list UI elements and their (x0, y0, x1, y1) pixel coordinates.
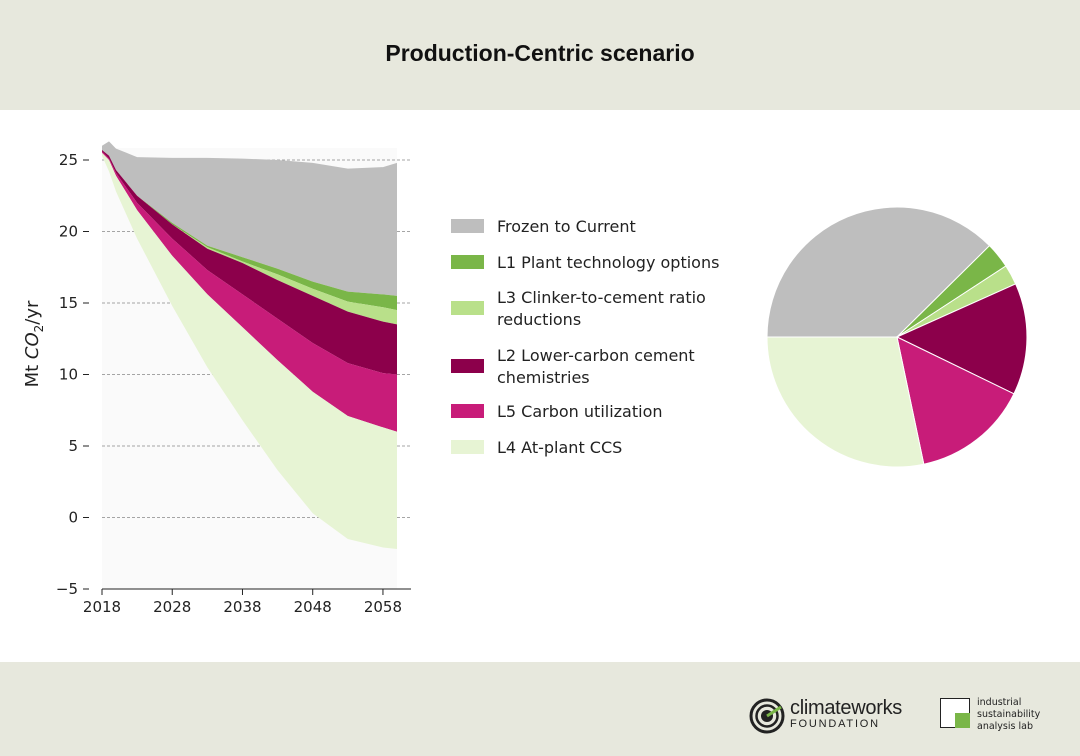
y-axis-title: Mt CO2/yr (22, 300, 46, 387)
x-tick-label: 2058 (364, 598, 402, 616)
header-band: Production-Centric scenario (0, 0, 1080, 110)
legend-label-line: L2 Lower-carbon cement (497, 346, 695, 365)
y-ticks: −5 0 5 10 15 20 25 (56, 151, 89, 598)
legend-label: Frozen to Current (497, 217, 636, 236)
area-series (102, 152, 397, 549)
x-tick-label: 2038 (223, 598, 261, 616)
isal-line-3: analysis lab (977, 721, 1033, 732)
isal-line-2: sustainability (977, 709, 1041, 720)
legend-label-line: L3 Clinker-to-cement ratio (497, 288, 706, 307)
legend-label-line: chemistries (497, 368, 590, 387)
area-series (102, 150, 397, 375)
y-axis-title-subscript: 2 (32, 325, 46, 333)
isal-logo-text: industrial sustainability analysis lab (977, 697, 1040, 733)
legend-label: L5 Carbon utilization (497, 402, 663, 421)
pie-slice (766, 206, 991, 338)
pie-slice (766, 336, 925, 468)
y-axis-title-co: CO (22, 332, 43, 359)
x-tick-label: 2028 (153, 598, 191, 616)
y-axis-title-prefix: Mt (22, 359, 43, 387)
stacked-areas (102, 141, 397, 549)
page-title: Production-Centric scenario (385, 40, 695, 66)
climateworks-subtitle: FOUNDATION (790, 718, 880, 730)
legend-label-line: L4 At-plant CCS (497, 438, 622, 457)
area-series (102, 141, 397, 296)
y-tick-label: 10 (59, 366, 78, 384)
y-tick-label: 15 (59, 294, 78, 312)
legend-swatch (451, 359, 484, 373)
y-tick-label: 5 (68, 437, 78, 455)
legend-label: L4 At-plant CCS (497, 438, 622, 457)
y-tick-label: 0 (68, 509, 78, 527)
isal-logo-icon (940, 698, 970, 728)
climateworks-logo-icon (749, 698, 785, 734)
legend-label: L1 Plant technology options (497, 253, 719, 272)
legend-swatch (451, 440, 484, 454)
climateworks-name: climateworks (790, 697, 902, 719)
legend-swatch (451, 404, 484, 418)
y-axis-title-suffix: /yr (22, 300, 43, 325)
legend-label: L2 Lower-carbon cement chemistries (497, 346, 695, 387)
footer-band (0, 662, 1080, 756)
legend-label-line: reductions (497, 310, 581, 329)
legend-label-line: Frozen to Current (497, 217, 636, 236)
area-series (102, 150, 397, 311)
isal-line-1: industrial (977, 697, 1022, 708)
legend-label-line: L1 Plant technology options (497, 253, 719, 272)
legend: Frozen to Current L1 Plant technology opt… (451, 217, 719, 457)
y-tick-label: 20 (59, 223, 78, 241)
area-series (102, 151, 397, 432)
x-ticks: 2018 2028 2038 2048 2058 (83, 589, 402, 616)
y-tick-label: −5 (56, 580, 78, 598)
y-tick-label: 25 (59, 151, 78, 169)
pie-slice (896, 336, 1015, 465)
isal-logo-square (955, 713, 970, 728)
x-tick-label: 2018 (83, 598, 121, 616)
pie-slice (895, 283, 1028, 395)
pie-chart (766, 206, 1028, 468)
legend-swatch (451, 219, 484, 233)
legend-label-line: L5 Carbon utilization (497, 402, 663, 421)
legend-label: L3 Clinker-to-cement ratio reductions (497, 288, 706, 329)
legend-swatch (451, 255, 484, 269)
area-series (102, 150, 397, 325)
x-tick-label: 2048 (294, 598, 332, 616)
legend-swatch (451, 301, 484, 315)
